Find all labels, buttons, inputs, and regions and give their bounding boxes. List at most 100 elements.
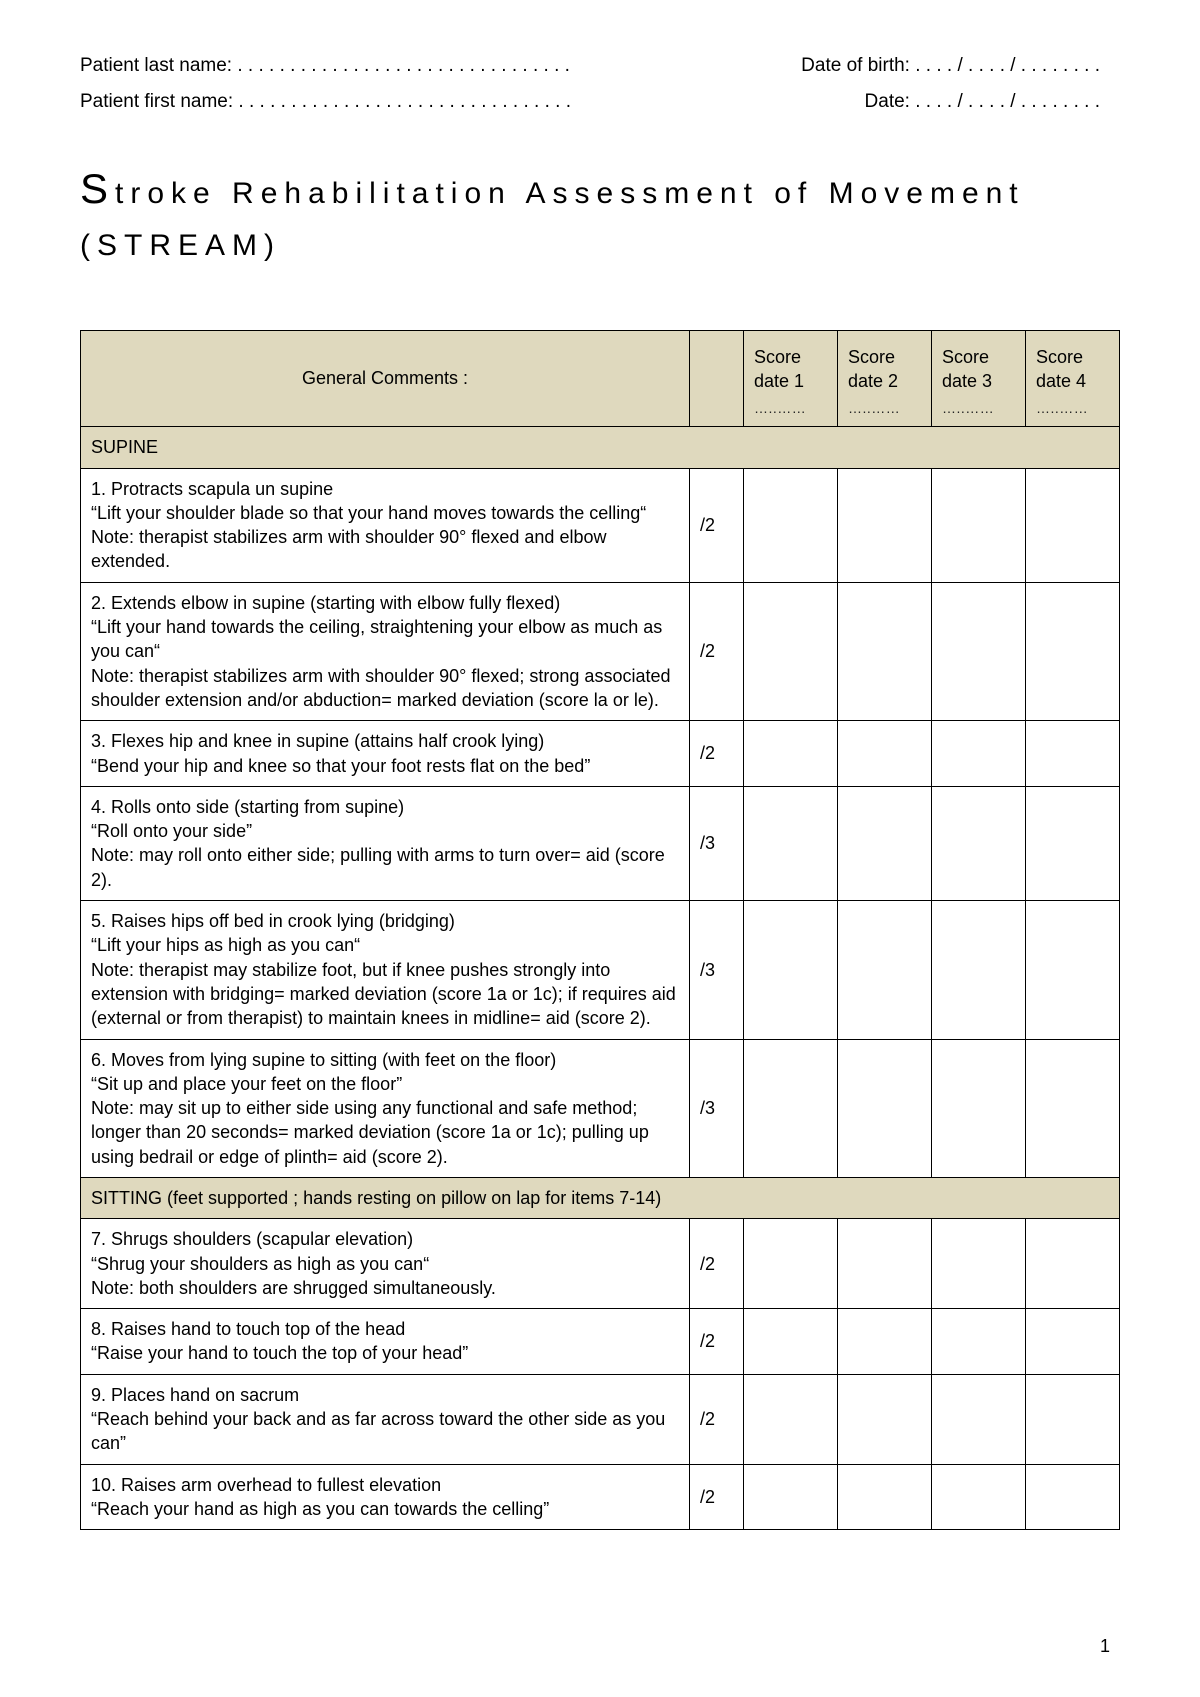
score-cell[interactable] — [744, 1374, 838, 1464]
item-desc: 1. Protracts scapula un supine“Lift your… — [81, 468, 690, 582]
item-desc: 5. Raises hips off bed in crook lying (b… — [81, 901, 690, 1039]
score-cell[interactable] — [1026, 1219, 1120, 1309]
score1-label: Score date 1 — [754, 347, 804, 391]
score-cell[interactable] — [838, 468, 932, 582]
table-row: 7. Shrugs shoulders (scapular elevation)… — [81, 1219, 1120, 1309]
table-row: 4. Rolls onto side (starting from supine… — [81, 786, 1120, 900]
item-max: /3 — [690, 901, 744, 1039]
item-desc: 3. Flexes hip and knee in supine (attain… — [81, 721, 690, 787]
score-cell[interactable] — [1026, 468, 1120, 582]
document-title: Stroke Rehabilitation Assessment of Move… — [80, 155, 1120, 270]
score-cell[interactable] — [1026, 721, 1120, 787]
item-max: /2 — [690, 468, 744, 582]
score2-dots: …..…… — [848, 399, 921, 418]
score-cell[interactable] — [744, 582, 838, 720]
score-cell[interactable] — [744, 1219, 838, 1309]
score-cell[interactable] — [1026, 582, 1120, 720]
table-row: 5. Raises hips off bed in crook lying (b… — [81, 901, 1120, 1039]
title-dropcap: S — [80, 165, 115, 212]
table-row: 1. Protracts scapula un supine“Lift your… — [81, 468, 1120, 582]
score-cell[interactable] — [1026, 1374, 1120, 1464]
score-cell[interactable] — [932, 901, 1026, 1039]
column-score-2: Score date 2 …..…… — [838, 330, 932, 426]
column-score-3: Score date 3 …..…… — [932, 330, 1026, 426]
score4-label: Score date 4 — [1036, 347, 1086, 391]
score-cell[interactable] — [1026, 1464, 1120, 1530]
score2-label: Score date 2 — [848, 347, 898, 391]
score-cell[interactable] — [744, 468, 838, 582]
column-score-4: Score date 4 …..…… — [1026, 330, 1120, 426]
score-cell[interactable] — [932, 1039, 1026, 1177]
score1-dots: …..…… — [754, 399, 827, 418]
table-row: 3. Flexes hip and knee in supine (attain… — [81, 721, 1120, 787]
section-sitting-label: SITTING (feet supported ; hands resting … — [81, 1177, 1120, 1218]
score-cell[interactable] — [838, 1219, 932, 1309]
item-max: /2 — [690, 1464, 744, 1530]
score-cell[interactable] — [838, 1309, 932, 1375]
section-supine-label: SUPINE — [81, 427, 1120, 468]
title-line-1: troke Rehabilitation Assessment of Movem… — [115, 177, 1025, 210]
first-name-label: Patient first name: . . . . . . . . . . … — [80, 86, 865, 118]
score-cell[interactable] — [744, 1039, 838, 1177]
score-cell[interactable] — [744, 901, 838, 1039]
item-desc: 6. Moves from lying supine to sitting (w… — [81, 1039, 690, 1177]
assessment-table: General Comments : Score date 1 …..…… Sc… — [80, 330, 1120, 1530]
table-header-row: General Comments : Score date 1 …..…… Sc… — [81, 330, 1120, 426]
table-body: SUPINE 1. Protracts scapula un supine“Li… — [81, 427, 1120, 1530]
title-line-2: (STREAM) — [80, 229, 281, 262]
item-desc: 7. Shrugs shoulders (scapular elevation)… — [81, 1219, 690, 1309]
score-cell[interactable] — [838, 901, 932, 1039]
header-row-1: Patient last name: . . . . . . . . . . .… — [80, 50, 1120, 82]
item-max: /2 — [690, 721, 744, 787]
score-cell[interactable] — [1026, 786, 1120, 900]
item-desc: 8. Raises hand to touch top of the head“… — [81, 1309, 690, 1375]
score3-dots: …..…… — [942, 399, 1015, 418]
item-desc: 10. Raises arm overhead to fullest eleva… — [81, 1464, 690, 1530]
item-max: /2 — [690, 582, 744, 720]
score-cell[interactable] — [1026, 1309, 1120, 1375]
score-cell[interactable] — [932, 1219, 1026, 1309]
item-max: /2 — [690, 1374, 744, 1464]
column-score-1: Score date 1 …..…… — [744, 330, 838, 426]
score-cell[interactable] — [838, 582, 932, 720]
table-row: 9. Places hand on sacrum“Reach behind yo… — [81, 1374, 1120, 1464]
score-cell[interactable] — [1026, 901, 1120, 1039]
item-max: /3 — [690, 786, 744, 900]
dob-label: Date of birth: . . . . / . . . . / . . .… — [801, 50, 1120, 82]
page: Patient last name: . . . . . . . . . . .… — [0, 0, 1200, 1697]
score-cell[interactable] — [932, 1309, 1026, 1375]
score-cell[interactable] — [932, 582, 1026, 720]
score-cell[interactable] — [838, 1374, 932, 1464]
table-row: 6. Moves from lying supine to sitting (w… — [81, 1039, 1120, 1177]
item-desc: 9. Places hand on sacrum“Reach behind yo… — [81, 1374, 690, 1464]
score-cell[interactable] — [838, 721, 932, 787]
item-desc: 4. Rolls onto side (starting from supine… — [81, 786, 690, 900]
score-cell[interactable] — [838, 786, 932, 900]
score-cell[interactable] — [744, 721, 838, 787]
table-row: 10. Raises arm overhead to fullest eleva… — [81, 1464, 1120, 1530]
score-cell[interactable] — [838, 1464, 932, 1530]
score-cell[interactable] — [1026, 1039, 1120, 1177]
section-sitting: SITTING (feet supported ; hands resting … — [81, 1177, 1120, 1218]
score-cell[interactable] — [744, 1309, 838, 1375]
last-name-label: Patient last name: . . . . . . . . . . .… — [80, 50, 801, 82]
column-max — [690, 330, 744, 426]
header-row-2: Patient first name: . . . . . . . . . . … — [80, 86, 1120, 118]
score-cell[interactable] — [744, 786, 838, 900]
score-cell[interactable] — [744, 1464, 838, 1530]
item-max: /2 — [690, 1219, 744, 1309]
score4-dots: …..…… — [1036, 399, 1109, 418]
item-desc: 2. Extends elbow in supine (starting wit… — [81, 582, 690, 720]
score-cell[interactable] — [932, 721, 1026, 787]
score-cell[interactable] — [932, 1374, 1026, 1464]
date-label: Date: . . . . / . . . . / . . . . . . . … — [865, 86, 1120, 118]
patient-header: Patient last name: . . . . . . . . . . .… — [80, 50, 1120, 119]
score-cell[interactable] — [932, 468, 1026, 582]
score-cell[interactable] — [932, 786, 1026, 900]
score-cell[interactable] — [838, 1039, 932, 1177]
item-max: /2 — [690, 1309, 744, 1375]
score-cell[interactable] — [932, 1464, 1026, 1530]
table-row: 8. Raises hand to touch top of the head“… — [81, 1309, 1120, 1375]
table-row: 2. Extends elbow in supine (starting wit… — [81, 582, 1120, 720]
item-max: /3 — [690, 1039, 744, 1177]
